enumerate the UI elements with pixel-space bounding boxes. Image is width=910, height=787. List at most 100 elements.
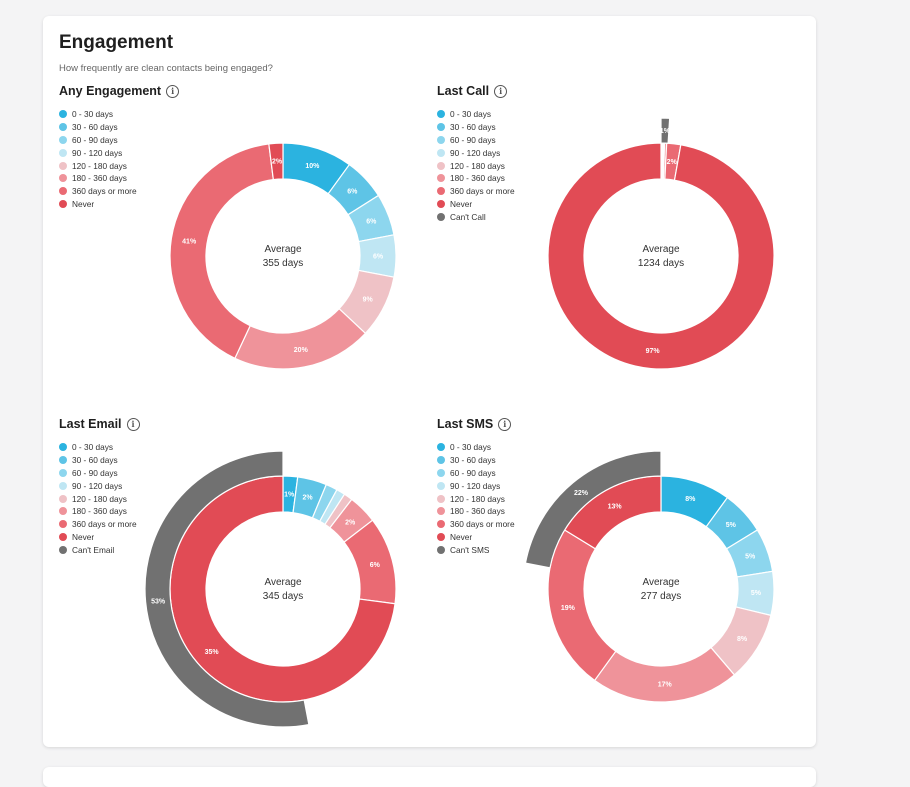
- legend-item-360-days-or-more[interactable]: 360 days or more: [59, 185, 137, 198]
- legend-item-60-90-days[interactable]: 60 - 90 days: [437, 467, 515, 480]
- legend-swatch: [437, 148, 445, 157]
- legend-item-never[interactable]: Never: [59, 531, 137, 544]
- legend-label: 60 - 90 days: [450, 467, 496, 478]
- chart-legend: 0 - 30 days 30 - 60 days 60 - 90 days 90 - …: [59, 441, 137, 556]
- legend-label: Can't SMS: [450, 544, 490, 555]
- slice-label: 41%: [182, 239, 197, 246]
- legend-item-90-120-days[interactable]: 90 - 120 days: [437, 146, 515, 159]
- center-value: 345 days: [263, 591, 304, 602]
- legend-label: 120 - 180 days: [450, 493, 505, 504]
- slice-label: 8%: [737, 636, 748, 643]
- slice-label: 5%: [751, 590, 762, 597]
- legend-item-360-days-or-more[interactable]: 360 days or more: [437, 518, 515, 531]
- legend-label: Never: [450, 198, 473, 209]
- panel-title-text: Last Email: [59, 417, 122, 431]
- legend-item-0-30-days[interactable]: 0 - 30 days: [59, 441, 137, 454]
- center-value: 277 days: [641, 591, 682, 602]
- legend-item-180-360-days[interactable]: 180 - 360 days: [437, 505, 515, 518]
- legend-swatch: [59, 174, 67, 183]
- legend-item-never[interactable]: Never: [437, 531, 515, 544]
- legend-swatch: [59, 494, 67, 503]
- legend-item-can-t-email[interactable]: Can't Email: [59, 543, 137, 556]
- panel-title-text: Last Call: [437, 84, 490, 98]
- legend-swatch: [437, 199, 445, 208]
- donut-slice-never[interactable]: [547, 142, 775, 370]
- legend-swatch: [59, 520, 67, 529]
- legend-item-60-90-days[interactable]: 60 - 90 days: [59, 467, 137, 480]
- legend-item-90-120-days[interactable]: 90 - 120 days: [59, 146, 137, 159]
- legend-swatch: [59, 481, 67, 490]
- legend-swatch: [59, 532, 67, 541]
- legend-item-60-90-days[interactable]: 60 - 90 days: [437, 134, 515, 147]
- legend-item-120-180-days[interactable]: 120 - 180 days: [59, 159, 137, 172]
- legend-item-30-60-days[interactable]: 30 - 60 days: [59, 454, 137, 467]
- slice-label: 6%: [373, 254, 384, 261]
- donut-slice-180-360-days[interactable]: [234, 307, 367, 370]
- donut-slice-180-360-days[interactable]: [593, 646, 736, 703]
- legend-swatch: [437, 174, 445, 183]
- legend-label: 60 - 90 days: [72, 467, 118, 478]
- legend-item-180-360-days[interactable]: 180 - 360 days: [59, 505, 137, 518]
- legend-swatch: [59, 110, 67, 119]
- donut-slice-360-days-or-more[interactable]: [169, 143, 275, 360]
- legend-label: 60 - 90 days: [72, 134, 118, 145]
- panel-title: Last SMS i: [437, 417, 512, 431]
- donut-slice-can-t-call[interactable]: [660, 117, 671, 144]
- legend-item-30-60-days[interactable]: 30 - 60 days: [59, 121, 137, 134]
- info-icon[interactable]: i: [498, 417, 512, 431]
- donut-slice-never[interactable]: [268, 142, 284, 181]
- donut-chart: 1% 2% 2% 6% 35% 53% Average 345 days: [144, 450, 397, 728]
- legend-item-360-days-or-more[interactable]: 360 days or more: [59, 518, 137, 531]
- slice-label: 20%: [294, 347, 309, 354]
- donut-slice-can-t-sms[interactable]: [524, 450, 662, 569]
- legend-label: 60 - 90 days: [450, 134, 496, 145]
- donut-slice-can-t-email[interactable]: [144, 450, 310, 728]
- donut-slice-360-days-or-more[interactable]: [547, 529, 617, 682]
- center-label: Average: [642, 244, 680, 255]
- info-icon[interactable]: i: [126, 417, 140, 431]
- legend-item-30-60-days[interactable]: 30 - 60 days: [437, 121, 515, 134]
- legend-item-never[interactable]: Never: [437, 198, 515, 211]
- legend-swatch: [59, 161, 67, 170]
- legend-item-90-120-days[interactable]: 90 - 120 days: [59, 479, 137, 492]
- legend-label: Never: [450, 531, 473, 542]
- legend-item-can-t-sms[interactable]: Can't SMS: [437, 543, 515, 556]
- legend-label: 90 - 120 days: [72, 147, 123, 158]
- legend-label: Can't Call: [450, 211, 486, 222]
- legend-swatch: [437, 456, 445, 465]
- legend-item-180-360-days[interactable]: 180 - 360 days: [437, 172, 515, 185]
- legend-item-0-30-days[interactable]: 0 - 30 days: [437, 108, 515, 121]
- legend-label: 180 - 360 days: [450, 173, 505, 184]
- legend-item-120-180-days[interactable]: 120 - 180 days: [59, 492, 137, 505]
- legend-item-0-30-days[interactable]: 0 - 30 days: [437, 441, 515, 454]
- legend-item-60-90-days[interactable]: 60 - 90 days: [59, 134, 137, 147]
- legend-swatch: [437, 161, 445, 170]
- legend-swatch: [437, 212, 445, 221]
- legend-swatch: [59, 123, 67, 132]
- legend-item-120-180-days[interactable]: 120 - 180 days: [437, 492, 515, 505]
- legend-item-120-180-days[interactable]: 120 - 180 days: [437, 159, 515, 172]
- legend-item-180-360-days[interactable]: 180 - 360 days: [59, 172, 137, 185]
- legend-item-30-60-days[interactable]: 30 - 60 days: [437, 454, 515, 467]
- legend-item-never[interactable]: Never: [59, 198, 137, 211]
- legend-label: 30 - 60 days: [450, 122, 496, 133]
- chart-legend: 0 - 30 days 30 - 60 days 60 - 90 days 90 - …: [437, 441, 515, 556]
- engagement-card: Engagement How frequently are clean cont…: [43, 16, 816, 747]
- legend-item-can-t-call[interactable]: Can't Call: [437, 210, 515, 223]
- legend-swatch: [59, 187, 67, 196]
- legend-swatch: [437, 545, 445, 554]
- info-icon[interactable]: i: [494, 84, 508, 98]
- slice-label: 5%: [726, 522, 737, 529]
- legend-swatch: [437, 520, 445, 529]
- legend-item-360-days-or-more[interactable]: 360 days or more: [437, 185, 515, 198]
- legend-item-0-30-days[interactable]: 0 - 30 days: [59, 108, 137, 121]
- legend-label: 360 days or more: [450, 519, 515, 530]
- legend-item-90-120-days[interactable]: 90 - 120 days: [437, 479, 515, 492]
- center-label: Average: [264, 577, 302, 588]
- legend-label: 180 - 360 days: [72, 506, 127, 517]
- panel-title: Any Engagement i: [59, 84, 180, 98]
- panel-last-sms: Last SMS i 0 - 30 days 30 - 60 days 60 - 9…: [437, 417, 817, 717]
- legend-swatch: [59, 443, 67, 452]
- panel-title-text: Any Engagement: [59, 84, 162, 98]
- info-icon[interactable]: i: [166, 84, 180, 98]
